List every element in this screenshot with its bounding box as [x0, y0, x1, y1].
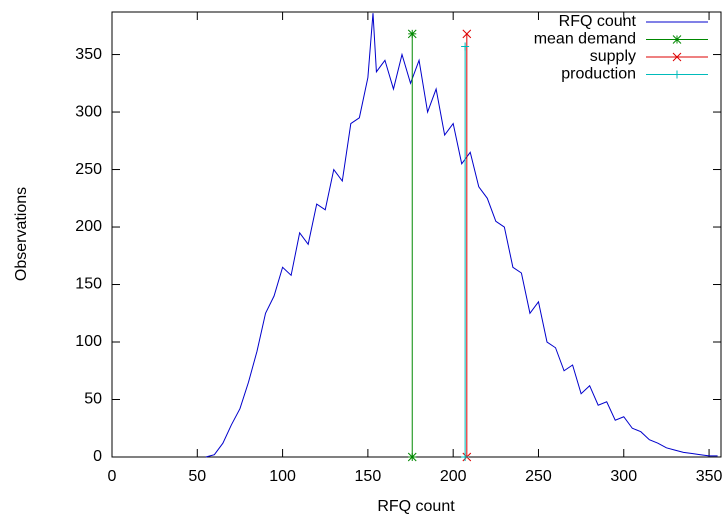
x-tick-label: 350 [696, 468, 722, 485]
x-tick-label: 50 [188, 468, 206, 485]
x-tick-label: 250 [525, 468, 552, 485]
y-axis-label: Observations [13, 187, 30, 281]
x-tick-label: 100 [269, 468, 296, 485]
series-line [205, 13, 718, 458]
legend-label: supply [590, 48, 636, 65]
legend-label: mean demand [534, 31, 636, 48]
point-marker [672, 35, 682, 44]
y-tick-label: 100 [75, 333, 102, 350]
y-tick-label: 300 [75, 103, 102, 120]
point-marker [407, 452, 417, 462]
point-marker [462, 29, 472, 39]
x-tick-label: 200 [440, 468, 467, 485]
y-tick-label: 0 [93, 448, 102, 465]
point-marker [672, 52, 682, 62]
point-marker [673, 70, 681, 79]
legend-label: RFQ count [559, 13, 637, 30]
point-marker [407, 29, 417, 39]
y-tick-label: 350 [75, 46, 102, 63]
x-tick-label: 0 [108, 468, 117, 485]
y-tick-label: 200 [75, 218, 102, 235]
legend-label: production [561, 66, 636, 83]
point-marker [461, 453, 470, 461]
x-tick-label: 150 [355, 468, 382, 485]
y-tick-label: 150 [75, 276, 102, 293]
point-marker [461, 42, 470, 51]
x-tick-label: 300 [610, 468, 637, 485]
y-tick-label: 250 [75, 161, 102, 178]
y-tick-label: 50 [84, 391, 102, 408]
plot-border [111, 11, 722, 458]
x-axis-label: RFQ count [377, 498, 455, 515]
